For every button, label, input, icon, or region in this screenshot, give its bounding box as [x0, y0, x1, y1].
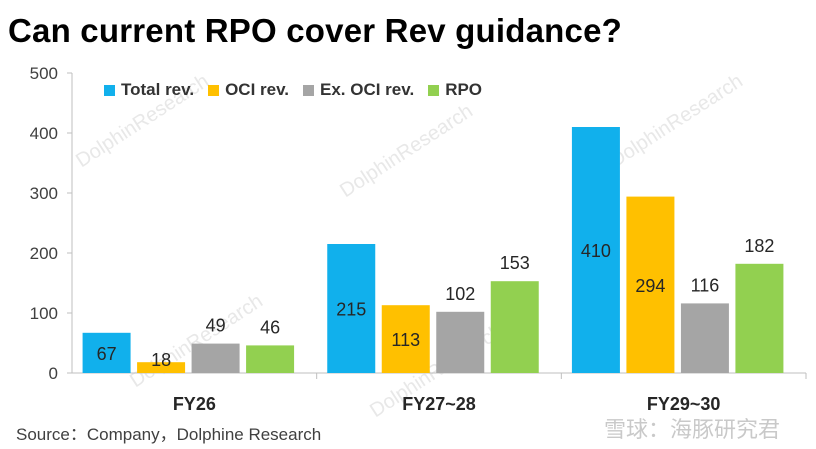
legend-swatch — [104, 84, 115, 96]
chart-title: Can current RPO cover Rev guidance? — [8, 12, 623, 49]
legend-swatch — [208, 84, 220, 96]
legend-swatch — [428, 84, 440, 96]
bar — [626, 196, 675, 373]
legend-label: OCI rev. — [225, 80, 289, 99]
legend-item: Total rev. — [104, 80, 194, 100]
data-label: 215 — [336, 300, 366, 320]
x-tick-label: FY26 — [173, 394, 216, 414]
legend-label: Total rev. — [121, 80, 195, 99]
data-label: 102 — [445, 284, 475, 304]
legend-item: Ex. OCI rev. — [303, 80, 414, 100]
y-tick-label: 200 — [30, 244, 58, 263]
bar — [327, 244, 376, 373]
data-label: 49 — [206, 316, 226, 336]
y-tick-label: 500 — [30, 64, 58, 83]
bar — [735, 263, 784, 373]
legend: Total rev. OCI rev. Ex. OCI rev. RPO — [104, 80, 482, 100]
legend-swatch — [303, 84, 314, 96]
data-label: 67 — [97, 344, 117, 364]
legend-item: RPO — [428, 80, 482, 100]
bar — [490, 281, 539, 373]
data-label: 116 — [691, 275, 720, 295]
y-tick-label: 300 — [30, 184, 58, 203]
legend-item: OCI rev. — [208, 80, 289, 100]
data-label: 294 — [635, 276, 665, 296]
data-label: 113 — [391, 330, 420, 350]
source-note: Source：Company，Dolphine Research — [16, 425, 322, 444]
bar — [191, 343, 240, 373]
data-label: 46 — [260, 317, 280, 337]
legend-label: Ex. OCI rev. — [320, 80, 415, 99]
data-label: 182 — [744, 236, 774, 256]
data-label: 153 — [500, 253, 530, 273]
y-tick-label: 400 — [30, 124, 58, 143]
x-tick-label: FY27~28 — [402, 394, 476, 414]
y-tick-label: 100 — [30, 304, 58, 323]
y-tick-label: 0 — [49, 364, 58, 383]
bar — [571, 127, 620, 373]
bar — [381, 305, 430, 373]
x-tick-label: FY29~30 — [647, 394, 721, 414]
data-label: 410 — [581, 241, 611, 261]
bar — [246, 345, 295, 373]
data-label: 18 — [151, 350, 171, 370]
bar — [680, 303, 729, 373]
bar — [436, 311, 485, 373]
brand-watermark: 雪球：海豚研究君 — [604, 418, 781, 443]
legend-label: RPO — [445, 80, 483, 99]
bar — [137, 362, 186, 373]
bar — [82, 332, 131, 373]
